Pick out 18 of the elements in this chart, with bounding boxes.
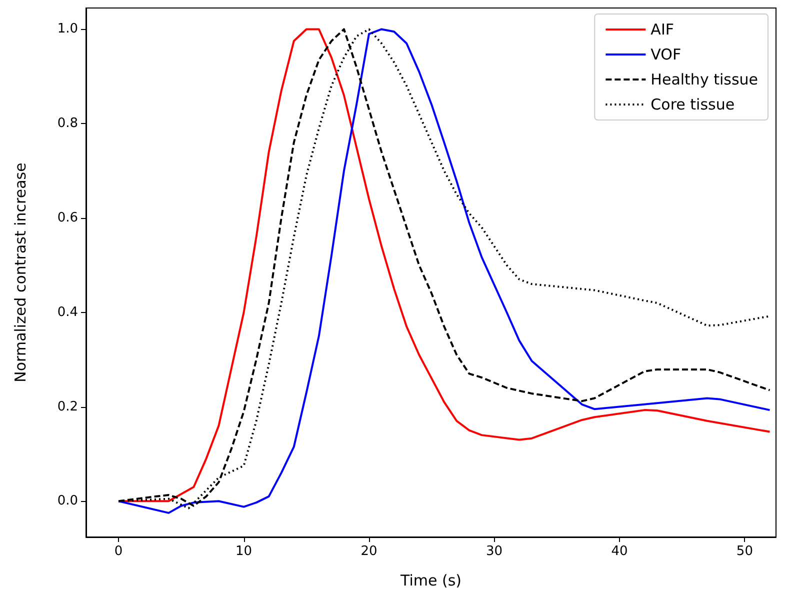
y-tick-label: 0.8 (57, 116, 78, 132)
legend-label: Core tissue (650, 96, 735, 114)
x-tick-label: 20 (360, 544, 378, 559)
x-axis-title: Time (s) (400, 572, 462, 590)
x-tick-label: 30 (486, 544, 503, 559)
y-tick-label: 0.4 (57, 304, 78, 320)
y-tick-label: 0.2 (57, 399, 78, 414)
x-tick-label: 50 (736, 544, 753, 559)
legend-label: AIF (650, 20, 674, 38)
x-tick-label: 0 (114, 544, 123, 559)
legend-label: Healthy tissue (650, 70, 758, 88)
y-tick-label: 0.6 (57, 210, 78, 226)
y-tick-label: 1.0 (57, 22, 78, 37)
legend-label: VOF (650, 46, 682, 64)
x-tick-label: 40 (611, 544, 628, 559)
y-axis-title: Normalized contrast increase (12, 162, 30, 382)
y-tick-label: 0.0 (57, 494, 78, 509)
x-tick-label: 10 (236, 544, 252, 559)
